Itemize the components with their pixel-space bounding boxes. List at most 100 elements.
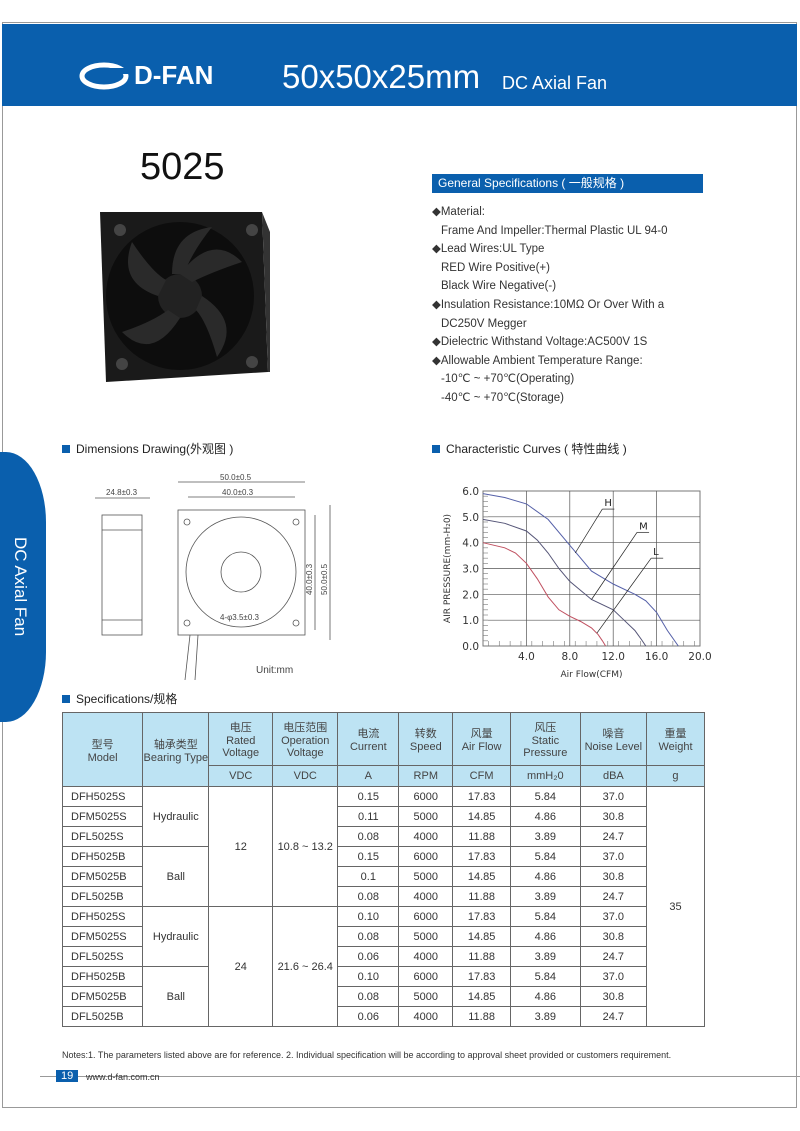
- bearing-cell: Hydraulic: [142, 906, 210, 967]
- table-row: DFH5025B Ball 0.15 6000 17.83 5.84 37.0: [61, 846, 705, 907]
- table-row: DFL5025B 0.06 4000 11.88 3.89 24.7: [61, 1006, 705, 1027]
- header-en: Speed: [409, 741, 442, 753]
- header-en: Air Flow: [461, 741, 502, 753]
- model-cell: DFM5025B: [61, 866, 144, 887]
- value-cell: 37.0: [579, 786, 647, 807]
- dim-height-outer: 50.0±0.5: [320, 563, 329, 595]
- header-en: Current: [349, 741, 387, 753]
- value-cell: 0.08: [337, 886, 400, 907]
- spec-line: ◆Lead Wires:UL Type: [432, 243, 545, 256]
- value-cell: 24.7: [579, 946, 647, 967]
- column-header: 重量 Weight: [645, 712, 706, 766]
- spec-line: -10℃ ~ +70℃(Operating): [441, 373, 575, 386]
- voltage-range-cell: 10.8 ~ 13.2: [272, 786, 339, 907]
- curves-heading: Characteristic Curves ( 特性曲线 ): [432, 440, 627, 457]
- page-subtitle: DC Axial Fan: [502, 73, 608, 93]
- header-band: [2, 24, 797, 106]
- value-cell: 5000: [398, 866, 454, 887]
- y-tick-label: 5.0: [462, 512, 479, 524]
- value-cell: 11.88: [452, 946, 511, 967]
- model-cell: DFL5025S: [61, 946, 144, 967]
- model-number: 5025: [140, 146, 225, 188]
- header-cn: 电压范围: [283, 722, 328, 734]
- value-cell: 4.86: [509, 986, 581, 1007]
- y-tick-label: 4.0: [462, 538, 479, 550]
- column-header: 电压 Rated Voltage: [208, 712, 274, 766]
- column-header: 噪音 Noise Level: [579, 712, 647, 766]
- value-cell: 14.85: [452, 986, 511, 1007]
- value-cell: 5000: [398, 986, 454, 1007]
- brand-name: D-FAN: [134, 60, 214, 90]
- value-cell: 5.84: [509, 786, 581, 807]
- model-cell: DFL5025B: [61, 1006, 144, 1027]
- model-cell: DFH5025B: [61, 966, 144, 987]
- value-cell: 30.8: [579, 806, 647, 827]
- weight-cell: 35: [645, 786, 706, 1027]
- table-row: DFM5025B 0.08 5000 14.85 4.86 30.8: [61, 986, 705, 1007]
- value-cell: 3.89: [509, 826, 581, 847]
- header-cn: 转数: [414, 728, 437, 740]
- dim-holes: 4-φ3.5±0.3: [220, 613, 259, 622]
- value-cell: 6000: [398, 786, 454, 807]
- value-cell: 11.88: [452, 1006, 511, 1027]
- value-cell: 4.86: [509, 866, 581, 887]
- value-cell: 37.0: [579, 906, 647, 927]
- specs-heading-text: Specifications/规格: [76, 692, 178, 706]
- header-cn: 型号: [91, 738, 114, 751]
- spec-line: Black Wire Negative(-): [441, 280, 557, 293]
- table-row: DFL5025S 0.08 4000 11.88 3.89 24.7: [61, 826, 705, 847]
- general-specs-heading: General Specifications ( 一般规格 ): [432, 174, 703, 193]
- column-header: 电压范围 Operation Voltage: [272, 712, 339, 766]
- unit-header: A: [337, 765, 400, 787]
- header-cn: 噪音: [602, 728, 625, 740]
- dim-height-holes: 40.0±0.3: [305, 563, 314, 595]
- value-cell: 37.0: [579, 966, 647, 987]
- unit-header: CFM: [452, 765, 511, 787]
- value-cell: 5.84: [509, 846, 581, 867]
- value-cell: 0.08: [337, 826, 400, 847]
- spec-line: DC250V Megger: [441, 317, 527, 330]
- y-axis-label: AIR PRESSURE(mm-H₂0): [443, 514, 453, 623]
- dimensions-heading-text: Dimensions Drawing(外观图 ): [76, 442, 234, 456]
- rated-voltage-cell: 24: [208, 906, 274, 1027]
- column-header: 型号 Model: [61, 712, 144, 787]
- table-row: DFM5025B 0.1 5000 14.85 4.86 30.8: [61, 866, 705, 887]
- model-cell: DFH5025B: [61, 846, 144, 867]
- value-cell: 6000: [398, 846, 454, 867]
- value-cell: 0.06: [337, 946, 400, 967]
- value-cell: 3.89: [509, 1006, 581, 1027]
- value-cell: 0.11: [337, 806, 400, 827]
- website-link[interactable]: www.d-fan.com.cn: [86, 1072, 160, 1082]
- specifications-table: 型号 Model 轴承类型 Bearing Type 电压 Rated Voltage 电压…: [61, 712, 706, 1027]
- header-en: Noise Level: [584, 741, 643, 753]
- value-cell: 37.0: [579, 846, 647, 867]
- x-tick-label: 20.0: [688, 651, 711, 663]
- column-header: 转数 Speed: [398, 712, 454, 766]
- value-cell: 17.83: [452, 846, 511, 867]
- dim-width-outer: 50.0±0.5: [220, 473, 252, 482]
- x-tick-label: 8.0: [561, 651, 578, 663]
- spec-line: ◆Insulation Resistance:10MΩ Or Over With…: [432, 298, 665, 311]
- page-title: 50x50x25mm: [282, 58, 481, 95]
- header-en: Weight: [658, 741, 693, 753]
- label-arrow: [591, 532, 638, 600]
- unit-header: VDC: [208, 765, 274, 787]
- column-header: 轴承类型 Bearing Type: [142, 712, 210, 787]
- value-cell: 17.83: [452, 966, 511, 987]
- model-cell: DFH5025S: [61, 786, 144, 807]
- unit-header: dBA: [579, 765, 647, 787]
- header-en: Rated Voltage: [222, 735, 260, 759]
- header-en: Operation Voltage: [281, 735, 330, 759]
- specs-heading: Specifications/规格: [62, 690, 177, 707]
- header-en: Model: [87, 751, 118, 764]
- spec-line: -40℃ ~ +70℃(Storage): [441, 391, 565, 404]
- value-cell: 4000: [398, 946, 454, 967]
- value-cell: 0.15: [337, 786, 400, 807]
- swoosh-logo-icon: [79, 62, 130, 89]
- value-cell: 14.85: [452, 806, 511, 827]
- value-cell: 5.84: [509, 966, 581, 987]
- value-cell: 4.86: [509, 926, 581, 947]
- value-cell: 24.7: [579, 1006, 647, 1027]
- curves-heading-text: Characteristic Curves ( 特性曲线 ): [446, 442, 627, 456]
- series-line-L: [482, 542, 607, 647]
